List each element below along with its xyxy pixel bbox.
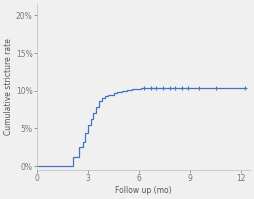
Y-axis label: Cumulative stricture rate: Cumulative stricture rate bbox=[4, 39, 13, 136]
X-axis label: Follow up (mo): Follow up (mo) bbox=[115, 186, 172, 195]
